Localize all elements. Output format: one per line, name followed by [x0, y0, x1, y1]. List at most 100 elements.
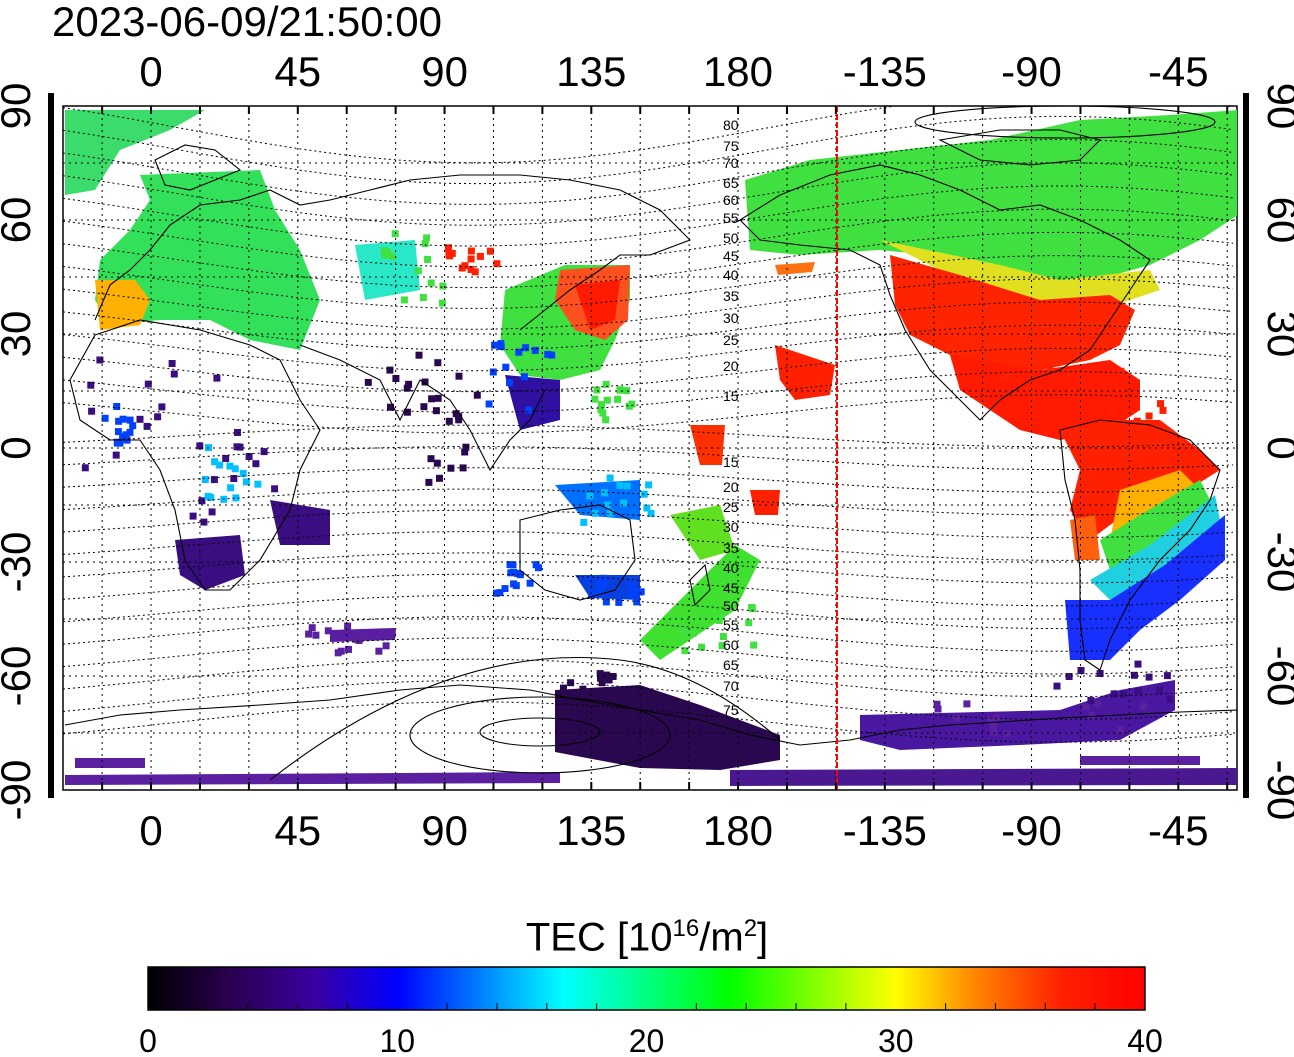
- colorbar-tick-label: 10: [379, 1023, 415, 1057]
- tec-region-antarctic-pacific: [730, 768, 1237, 786]
- contour-label: 35: [723, 540, 739, 556]
- contour-label: 65: [723, 175, 739, 191]
- coastlines: [64, 129, 1237, 746]
- latitude-label: 60: [0, 197, 39, 244]
- longitude-label: 0: [139, 48, 162, 95]
- contour-label: 75: [723, 702, 739, 718]
- tec-region-east-africa: [270, 500, 330, 545]
- colorbar-title-mid: /m: [699, 915, 744, 960]
- tec-region-south-africa: [175, 535, 245, 590]
- contour-label: 55: [723, 617, 739, 633]
- latitude-label: -90: [1259, 760, 1294, 821]
- left-latitude-labels: 90 60 30 0 -30 -60 -90: [0, 83, 39, 821]
- colorbar-title-main: TEC [10: [525, 915, 673, 960]
- longitude-label: -90: [1001, 807, 1062, 854]
- contour-label: 50: [723, 230, 739, 246]
- contour-label: 65: [723, 657, 739, 673]
- contour-label: 20: [723, 358, 739, 374]
- latitude-label: 90: [0, 83, 39, 130]
- contour-label: 50: [723, 598, 739, 614]
- colorbar-title-end: ]: [757, 915, 769, 960]
- tec-region-sa-orange: [1070, 515, 1100, 560]
- latitude-label: 90: [1259, 83, 1294, 130]
- axis-ticks: [48, 93, 1249, 798]
- contour-label: 25: [723, 332, 739, 348]
- latitude-label: -30: [0, 532, 39, 593]
- contour-label: 30: [723, 519, 739, 535]
- longitude-label: 180: [703, 807, 773, 854]
- contour-label: 20: [723, 479, 739, 495]
- latitude-label: 0: [1259, 436, 1294, 459]
- longitude-label: 135: [556, 807, 626, 854]
- longitude-label: -135: [843, 807, 927, 854]
- timestamp: 2023-06-09/21:50:00: [52, 0, 442, 45]
- latitude-label: -60: [0, 646, 39, 707]
- colorbar: [147, 966, 1146, 1011]
- colorbar-title: TEC [1016/m2]: [0, 905, 1294, 961]
- longitude-label: 45: [274, 807, 321, 854]
- tec-region-central-asia: [355, 240, 420, 300]
- longitude-label: -135: [843, 48, 927, 95]
- contour-label: 60: [723, 192, 739, 208]
- latitude-label: 0: [0, 436, 39, 459]
- tec-region-pacific-eq: [690, 425, 725, 465]
- tec-region-usa: [890, 255, 1135, 370]
- tec-region-pacific-north: [775, 345, 835, 400]
- contour-label: 75: [723, 138, 739, 154]
- colorbar-tick-label: 40: [1127, 1023, 1163, 1057]
- contour-label: 80: [723, 117, 739, 133]
- tec-region-arctic-west: [65, 110, 205, 195]
- colorbar-tick-label: 30: [878, 1023, 914, 1057]
- tec-region-canada-yellow: [880, 240, 1160, 310]
- tec-region-indonesia: [555, 480, 640, 520]
- tec-region-se-asia: [505, 375, 560, 430]
- longitude-label: 0: [139, 807, 162, 854]
- tec-region-tasman: [670, 505, 735, 560]
- tec-region-strip-1: [75, 758, 145, 768]
- latitude-label: -60: [1259, 646, 1294, 707]
- contour-label: 45: [723, 248, 739, 264]
- longitude-label: 180: [703, 48, 773, 95]
- contour-label: 15: [723, 454, 739, 470]
- tec-data-layer: [65, 110, 1237, 786]
- colorbar-title-exp1: 16: [672, 915, 700, 942]
- contour-label: 35: [723, 288, 739, 304]
- tec-region-sa-band-green: [1100, 480, 1210, 570]
- contour-label: 45: [723, 580, 739, 596]
- colorbar-title-exp2: 2: [743, 915, 758, 942]
- tec-region-antarctic-west: [65, 772, 560, 785]
- contour-label: 25: [723, 499, 739, 515]
- tec-region-japan-core: [575, 280, 620, 330]
- right-latitude-labels: 90 60 30 0 -30 -60 -90: [1259, 83, 1294, 821]
- longitude-label: -45: [1148, 48, 1209, 95]
- latitude-label: 30: [1259, 311, 1294, 358]
- tec-region-strip-2: [1080, 756, 1200, 765]
- contour-label: 40: [723, 267, 739, 283]
- lat-lon-grid: [63, 106, 1237, 790]
- tec-region-alaska-canada: [745, 110, 1237, 290]
- colorbar-ticks: 0 10 20 30 40: [139, 1003, 1163, 1057]
- tec-region-mexico-caribbean: [950, 355, 1140, 440]
- longitude-label: 45: [274, 48, 321, 95]
- bottom-longitude-labels: 0 45 90 135 180 -135 -90 -45: [139, 807, 1208, 854]
- colorbar-tick-label: 0: [139, 1023, 157, 1057]
- latitude-label: 60: [1259, 197, 1294, 244]
- tec-region-aleutian: [775, 262, 815, 275]
- longitude-label: -45: [1148, 807, 1209, 854]
- colorbar-tick-label: 20: [629, 1023, 665, 1057]
- latitude-label: 30: [0, 311, 39, 358]
- magnetic-contours: [63, 106, 1234, 743]
- tec-region-new-zealand: [640, 545, 760, 660]
- tec-region-pacific-south: [750, 490, 780, 515]
- latitude-label: -90: [0, 760, 39, 821]
- contour-label: 40: [723, 560, 739, 576]
- longitude-label: 135: [556, 48, 626, 95]
- tec-region-sa-north: [1060, 420, 1220, 540]
- longitude-label: 90: [421, 807, 468, 854]
- tec-region-sa-band-cyan: [1090, 495, 1220, 600]
- contour-label: 70: [723, 678, 739, 694]
- top-longitude-labels: 0 45 90 135 180 -135 -90 -45: [139, 48, 1208, 95]
- latitude-label: -30: [1259, 532, 1294, 593]
- longitude-label: -90: [1001, 48, 1062, 95]
